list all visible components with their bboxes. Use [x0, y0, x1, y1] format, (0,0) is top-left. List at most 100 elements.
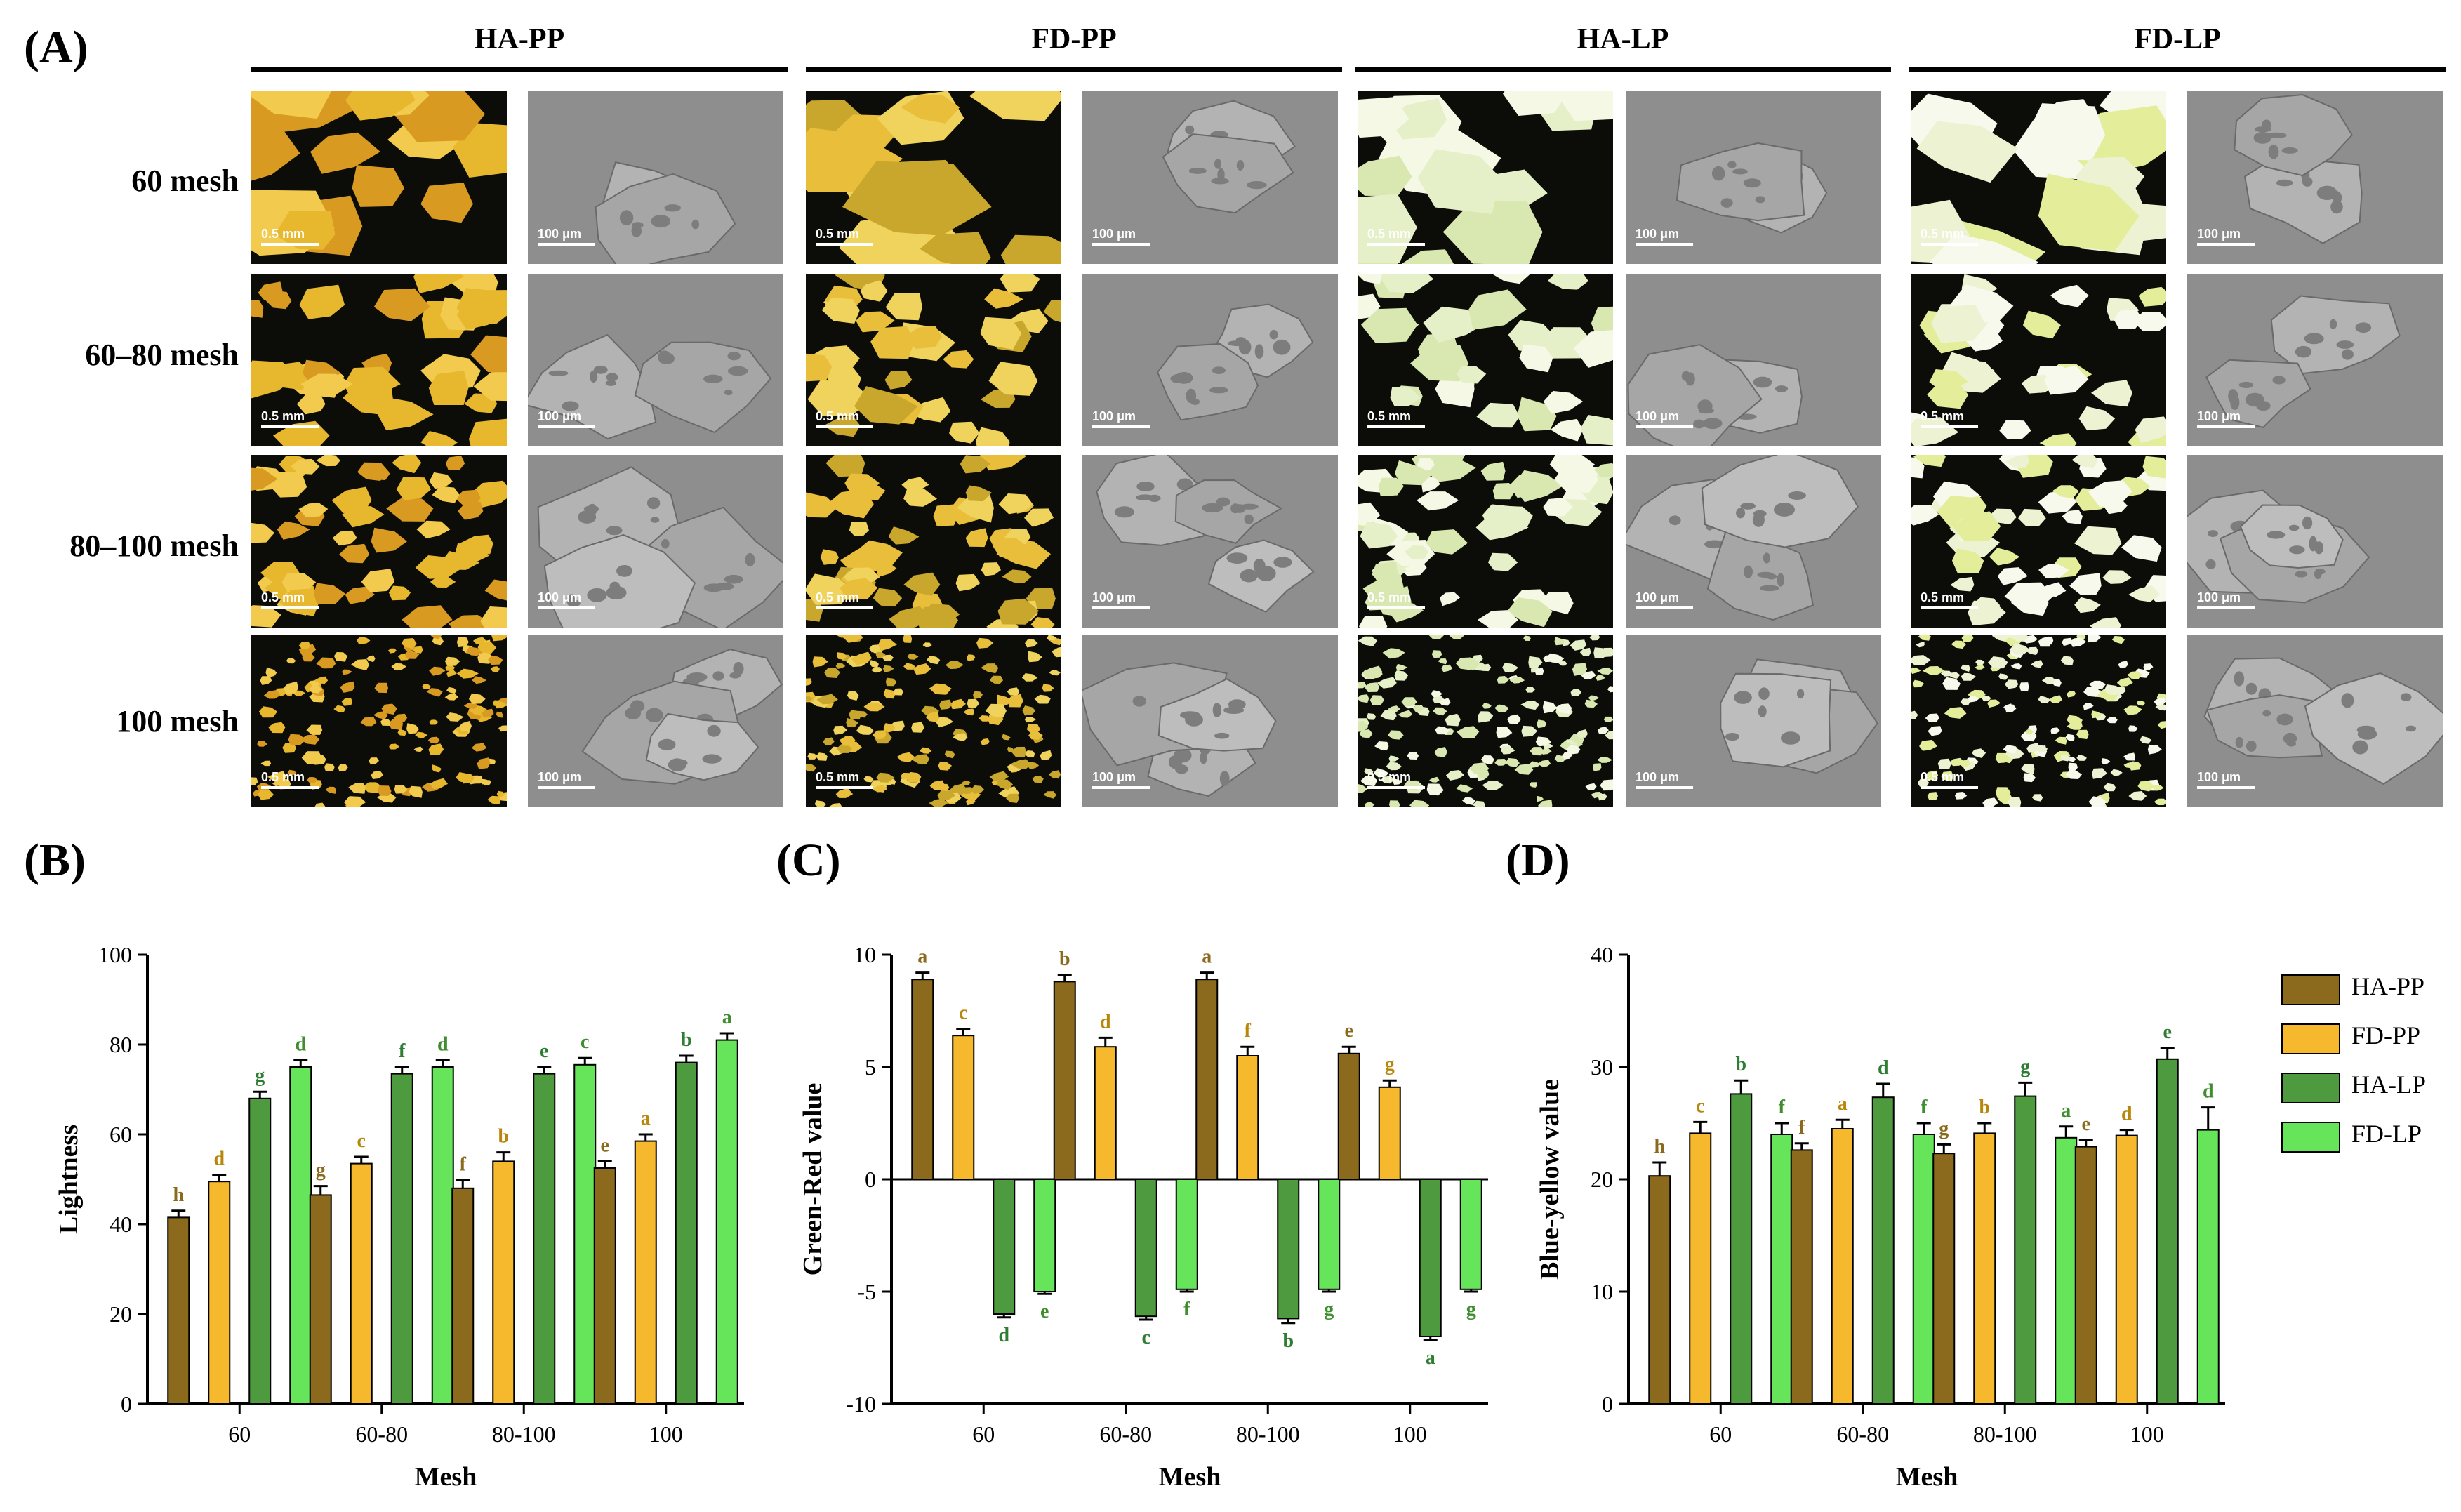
blue-yellow-significance-letter: g	[1939, 1118, 1949, 1139]
particle	[1497, 676, 1509, 684]
optical-image-fd-lp-60: 0.5 mm	[1911, 91, 2166, 264]
particle	[1358, 636, 1378, 646]
particle	[484, 579, 507, 601]
particle	[1911, 710, 1918, 719]
sem-pore	[1788, 491, 1806, 500]
particle	[1508, 320, 1554, 351]
sem-pore	[2283, 732, 2297, 745]
particle	[807, 752, 818, 760]
blue-yellow-bar-fd-lp-60-80	[1912, 1134, 1935, 1405]
particle	[2044, 365, 2089, 395]
particle	[2154, 697, 2166, 706]
particle	[1928, 726, 1942, 736]
particle	[967, 698, 980, 708]
sem-scale-bar: 100 μm	[1636, 590, 1693, 609]
particle	[401, 638, 417, 649]
particle	[396, 477, 431, 501]
particle	[814, 800, 827, 807]
sem-pore	[2205, 559, 2216, 569]
sem-pore	[1244, 514, 1254, 524]
row-label-80-100: 80–100 mesh	[69, 529, 239, 563]
particle	[257, 741, 267, 747]
green-red-significance-letter: a	[917, 946, 927, 968]
particle	[1997, 567, 2028, 585]
green-red-bar-fd-pp-100	[1378, 1086, 1401, 1180]
lightness-bar-fd-lp-100	[715, 1039, 738, 1405]
particle	[2060, 754, 2071, 762]
panel-d-label: (D)	[1506, 835, 1570, 886]
particle	[884, 371, 913, 390]
particle	[1445, 770, 1465, 781]
lightness-bar-ha-pp-60	[167, 1216, 190, 1405]
blue-yellow-x-axis-title: Mesh	[1896, 1462, 1958, 1492]
optical-image-ha-pp-80-100: 0.5 mm	[251, 455, 507, 628]
particle	[925, 711, 939, 722]
sem-pore	[1725, 733, 1739, 741]
particle	[1428, 635, 1445, 639]
particle	[498, 725, 507, 732]
particle	[967, 654, 976, 661]
particle	[397, 729, 407, 736]
particle	[1950, 576, 1975, 592]
sem-image-ha-pp-60: 100 μm	[528, 91, 783, 264]
particle	[1007, 746, 1014, 753]
particle	[1514, 764, 1534, 775]
sem-pore	[691, 219, 700, 230]
particle	[2147, 744, 2162, 755]
scale-label: 0.5 mm	[1921, 409, 1965, 423]
sem-pore	[1256, 566, 1276, 581]
particle	[1482, 781, 1504, 790]
sem-pore	[1777, 573, 1784, 587]
particle	[1496, 727, 1513, 738]
particle	[957, 494, 994, 523]
lightness-y-tick-label: 20	[110, 1301, 132, 1327]
particle	[1457, 366, 1487, 384]
particle	[1002, 569, 1032, 583]
optical-scale-bar: 0.5 mm	[816, 227, 873, 246]
particle	[976, 637, 994, 649]
particle	[391, 663, 406, 670]
particle	[878, 639, 897, 651]
particle	[1468, 289, 1527, 330]
optical-image-ha-lp-60: 0.5 mm	[1358, 91, 1613, 264]
particle	[1572, 663, 1588, 676]
particle	[1924, 770, 1939, 781]
particle	[251, 522, 274, 543]
particle	[1570, 689, 1582, 696]
particle	[1576, 729, 1588, 738]
sem-particle	[2244, 154, 2363, 244]
sem-particle	[1156, 343, 1259, 421]
blue-yellow-bar-ha-pp-80-100	[1932, 1153, 1956, 1405]
particle	[465, 646, 484, 656]
particle	[1558, 661, 1567, 666]
scale-line	[816, 243, 873, 246]
sem-pore	[625, 707, 641, 719]
green-red-significance-letter: f	[1245, 1020, 1252, 1042]
particle	[2103, 783, 2116, 792]
particle	[2123, 752, 2136, 761]
particle	[1913, 455, 1946, 467]
particle	[429, 666, 446, 676]
scale-line	[1921, 786, 1978, 789]
green-red-bar-ha-lp-80-100	[1277, 1179, 1300, 1320]
particle	[420, 431, 458, 446]
sem-pore	[727, 351, 741, 361]
particle	[1604, 716, 1613, 722]
particle	[888, 526, 920, 545]
particle	[1550, 418, 1584, 442]
particle	[2004, 679, 2019, 689]
particle	[1445, 713, 1461, 727]
particle	[300, 373, 353, 397]
blue-yellow-significance-letter: d	[2203, 1081, 2214, 1103]
particle	[377, 397, 434, 431]
particle	[1911, 655, 1931, 665]
particle	[1535, 736, 1552, 747]
particle	[388, 585, 411, 601]
particle	[1040, 750, 1052, 760]
sem-pore	[1753, 376, 1772, 388]
group-title-fd-pp: FD-PP	[1031, 23, 1117, 55]
optical-image-fd-pp-60: 0.5 mm	[806, 91, 1061, 264]
particle	[901, 94, 960, 124]
scale-line	[816, 786, 873, 789]
particle	[905, 771, 922, 783]
